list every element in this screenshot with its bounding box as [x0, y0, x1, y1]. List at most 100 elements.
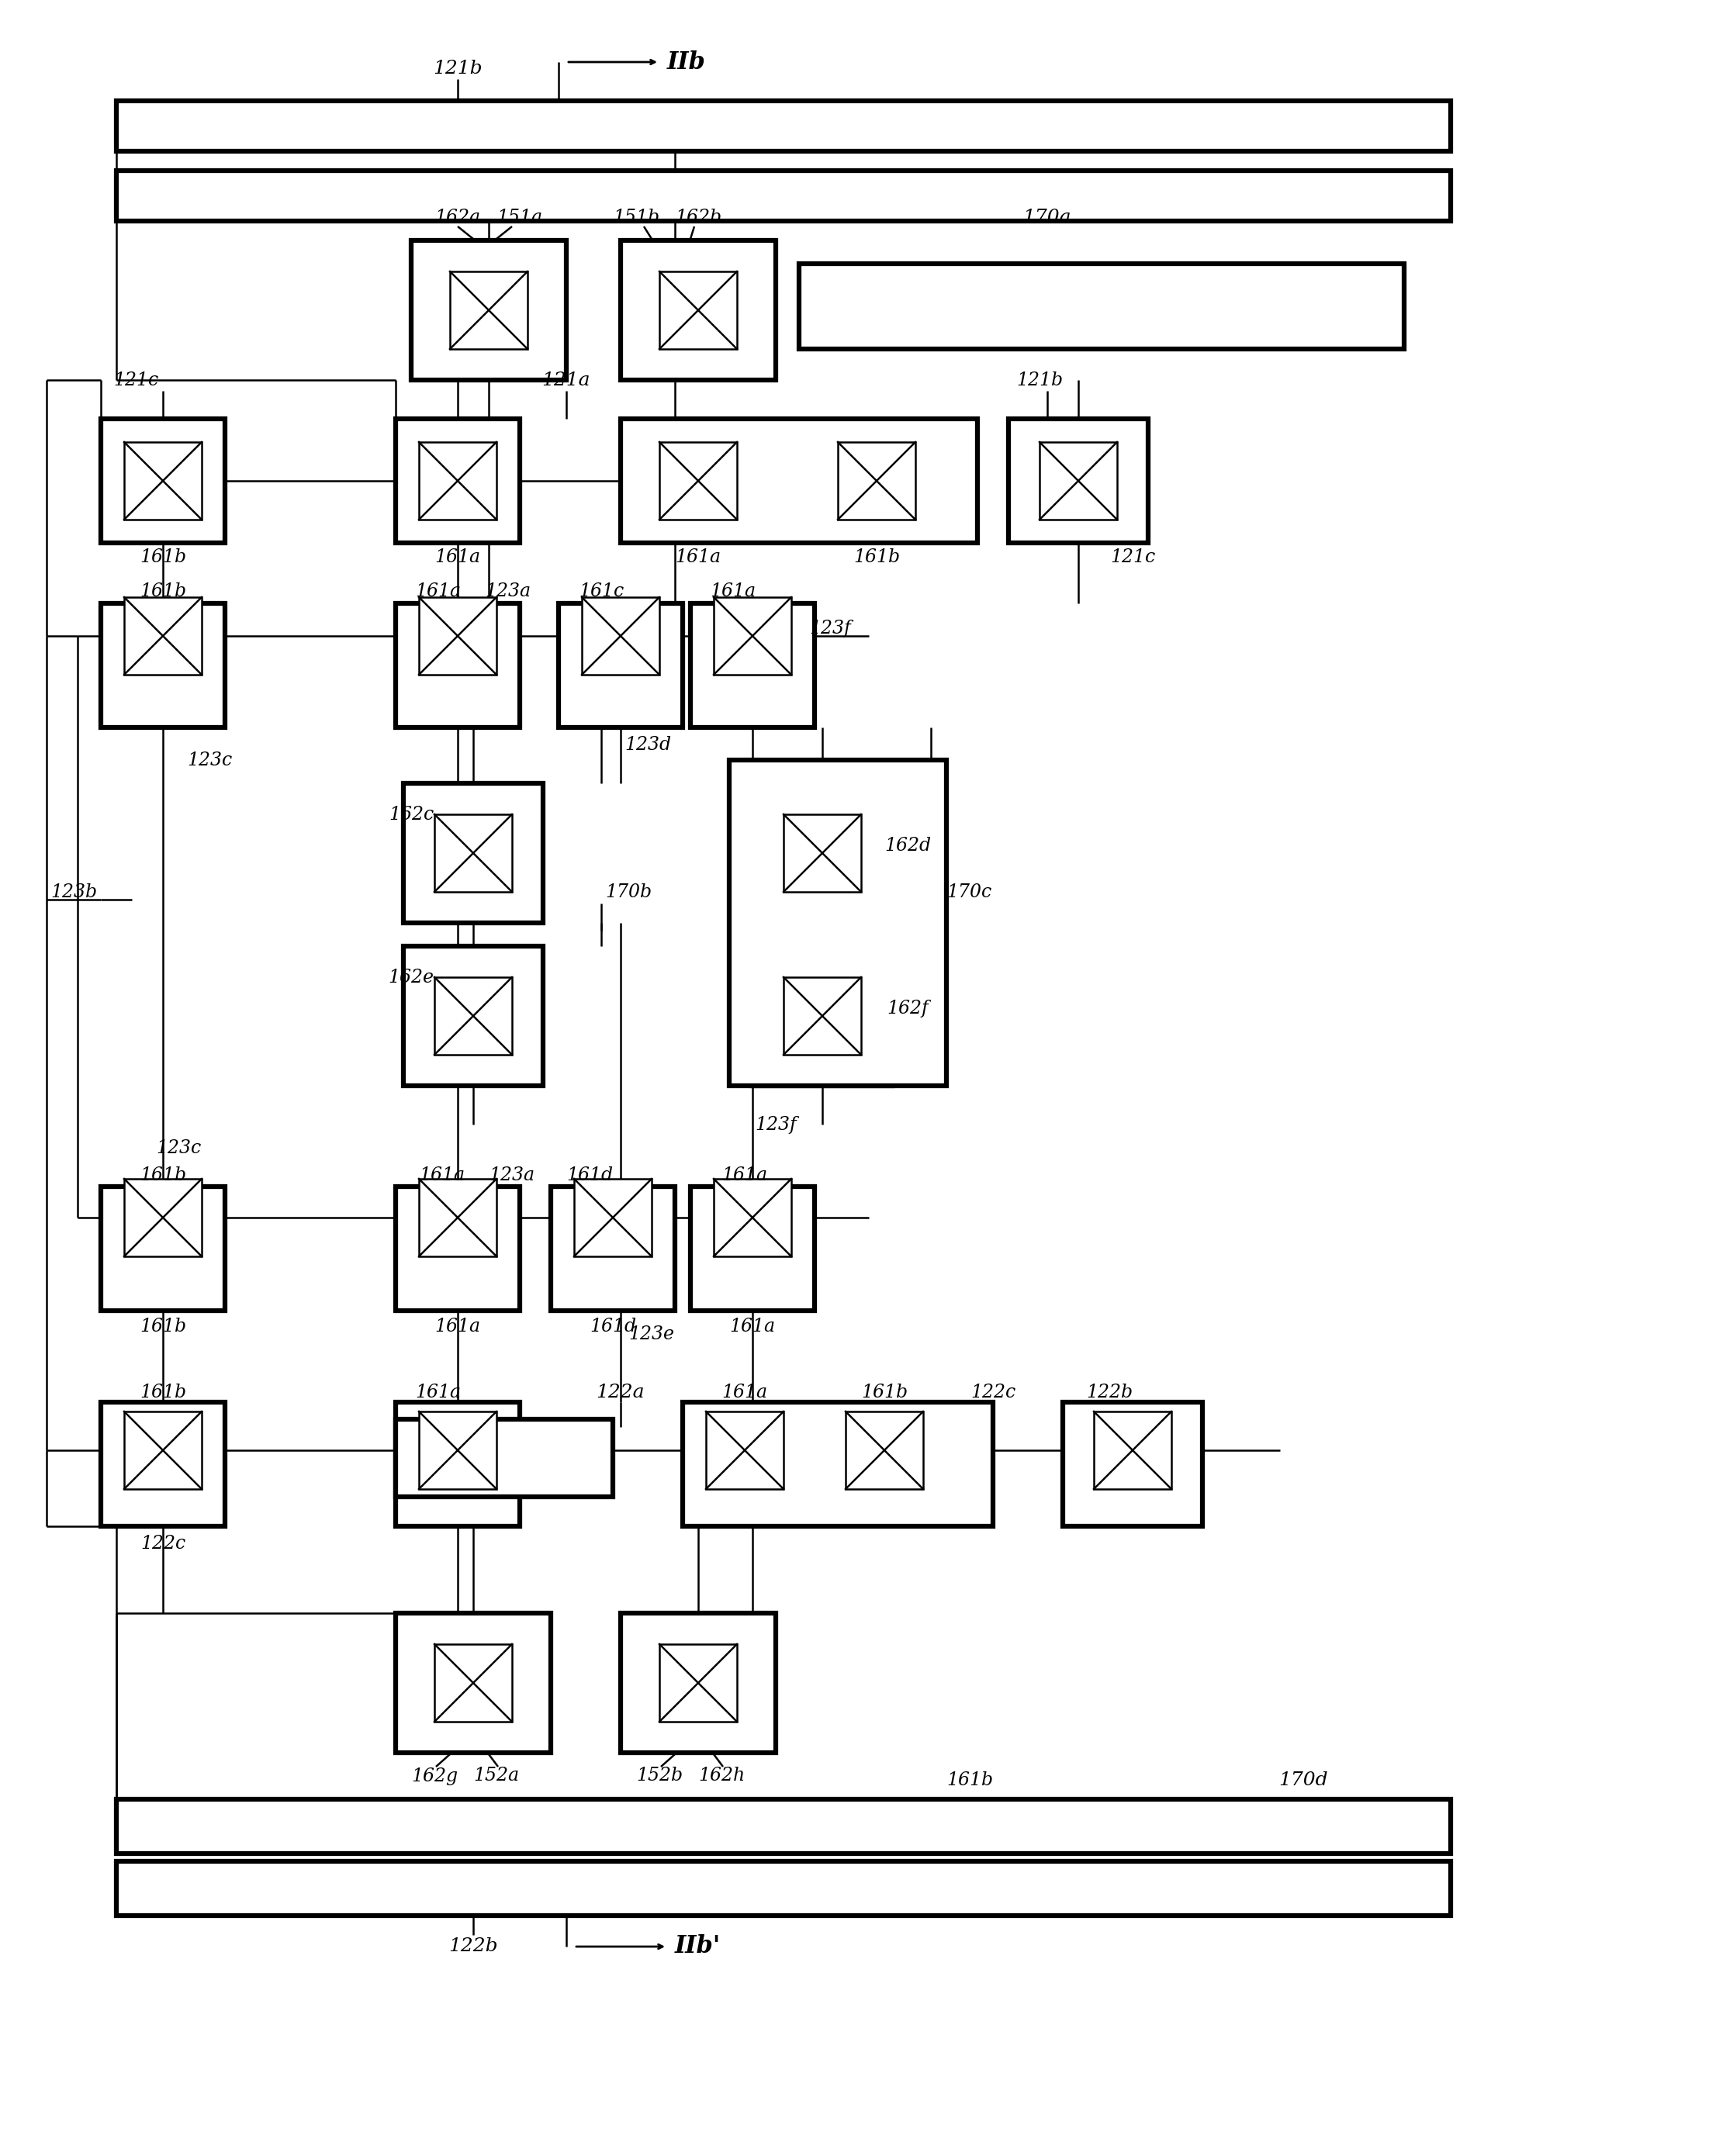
Text: 122c: 122c — [971, 1384, 1015, 1401]
Text: 122b: 122b — [448, 1938, 497, 1955]
Text: 162d: 162d — [884, 837, 931, 854]
Bar — [125, 442, 202, 520]
Text: 161c: 161c — [579, 582, 624, 599]
Bar — [101, 1186, 226, 1311]
Text: 162h: 162h — [697, 1768, 745, 1785]
Bar — [396, 1613, 550, 1753]
Text: 122b: 122b — [1085, 1384, 1133, 1401]
Bar — [752, 946, 892, 1087]
Bar — [1039, 442, 1118, 520]
Bar — [449, 272, 528, 349]
Bar — [581, 597, 660, 675]
Bar — [101, 604, 226, 727]
Bar — [125, 597, 202, 675]
Bar — [730, 761, 947, 1087]
Text: 161a: 161a — [415, 1384, 461, 1401]
Bar — [396, 418, 520, 543]
Text: 161a: 161a — [730, 1317, 776, 1335]
Text: 161b: 161b — [140, 1384, 186, 1401]
Bar — [620, 1613, 776, 1753]
Bar — [116, 1800, 1451, 1854]
Text: 123a: 123a — [485, 582, 531, 599]
Bar — [396, 1419, 614, 1496]
Bar — [116, 101, 1451, 151]
Bar — [396, 1401, 520, 1526]
Text: 161b: 161b — [140, 1166, 186, 1184]
Text: 123f: 123f — [755, 1115, 796, 1134]
Text: 170d: 170d — [1278, 1770, 1328, 1789]
Text: 162g: 162g — [412, 1768, 458, 1785]
Bar — [396, 1186, 520, 1311]
Bar — [434, 815, 513, 893]
Text: 161a: 161a — [675, 548, 721, 565]
Bar — [752, 783, 892, 923]
Text: 161a: 161a — [721, 1384, 767, 1401]
Text: 161a: 161a — [419, 1166, 465, 1184]
Text: 161b: 161b — [947, 1770, 993, 1789]
Text: IIb: IIb — [667, 50, 706, 73]
Bar — [660, 1645, 737, 1723]
Bar — [434, 977, 513, 1054]
Bar — [714, 597, 791, 675]
Bar — [682, 1401, 993, 1526]
Bar — [125, 1412, 202, 1490]
Text: 161b: 161b — [853, 548, 901, 565]
Bar — [706, 1412, 783, 1490]
Text: 162e: 162e — [388, 968, 434, 985]
Text: 123c: 123c — [186, 750, 232, 770]
Text: 161a: 161a — [711, 582, 755, 599]
Text: 161b: 161b — [140, 582, 186, 599]
Text: 161a: 161a — [434, 548, 480, 565]
Bar — [101, 1401, 226, 1526]
Text: 162a: 162a — [434, 209, 480, 226]
Text: 121c: 121c — [1111, 548, 1155, 565]
Bar — [412, 241, 566, 379]
Bar — [403, 946, 543, 1087]
Text: 121c: 121c — [113, 371, 159, 388]
Text: IIb': IIb' — [675, 1934, 721, 1958]
Bar — [1008, 418, 1148, 543]
Text: 152a: 152a — [473, 1768, 520, 1785]
Bar — [660, 442, 737, 520]
Text: 121b: 121b — [1017, 371, 1063, 388]
Text: 161a: 161a — [434, 1317, 480, 1335]
Bar — [419, 1179, 497, 1257]
Text: 121b: 121b — [432, 60, 482, 78]
Text: 152b: 152b — [636, 1768, 682, 1785]
Text: 121a: 121a — [542, 371, 591, 388]
Text: 170a: 170a — [1024, 209, 1072, 226]
Bar — [714, 1179, 791, 1257]
Bar — [1063, 1401, 1203, 1526]
Text: 151b: 151b — [614, 209, 660, 226]
Bar — [396, 604, 520, 727]
Text: 161d: 161d — [590, 1317, 636, 1335]
Text: 170b: 170b — [605, 884, 651, 901]
Text: 161b: 161b — [140, 1317, 186, 1335]
Text: 151a: 151a — [497, 209, 543, 226]
Text: 123a: 123a — [489, 1166, 535, 1184]
Bar — [660, 272, 737, 349]
Bar — [690, 604, 815, 727]
Bar — [690, 1186, 815, 1311]
Bar — [783, 815, 861, 893]
Bar — [101, 418, 226, 543]
Text: 170c: 170c — [947, 884, 991, 901]
Bar — [620, 418, 978, 543]
Bar — [419, 597, 497, 675]
Bar — [116, 1861, 1451, 1915]
Text: 123c: 123c — [156, 1138, 202, 1158]
Text: 161a: 161a — [721, 1166, 767, 1184]
Bar — [837, 442, 916, 520]
Bar — [1094, 1412, 1171, 1490]
Bar — [403, 783, 543, 923]
Text: 161b: 161b — [861, 1384, 907, 1401]
Bar — [116, 170, 1451, 222]
Text: 161b: 161b — [140, 548, 186, 565]
Text: 123b: 123b — [51, 884, 97, 901]
Text: 123e: 123e — [629, 1326, 675, 1343]
Text: 161d: 161d — [566, 1166, 614, 1184]
Text: 161a: 161a — [415, 582, 461, 599]
Text: 162b: 162b — [675, 209, 721, 226]
Text: 162c: 162c — [388, 806, 434, 824]
Text: 123f: 123f — [810, 619, 851, 638]
